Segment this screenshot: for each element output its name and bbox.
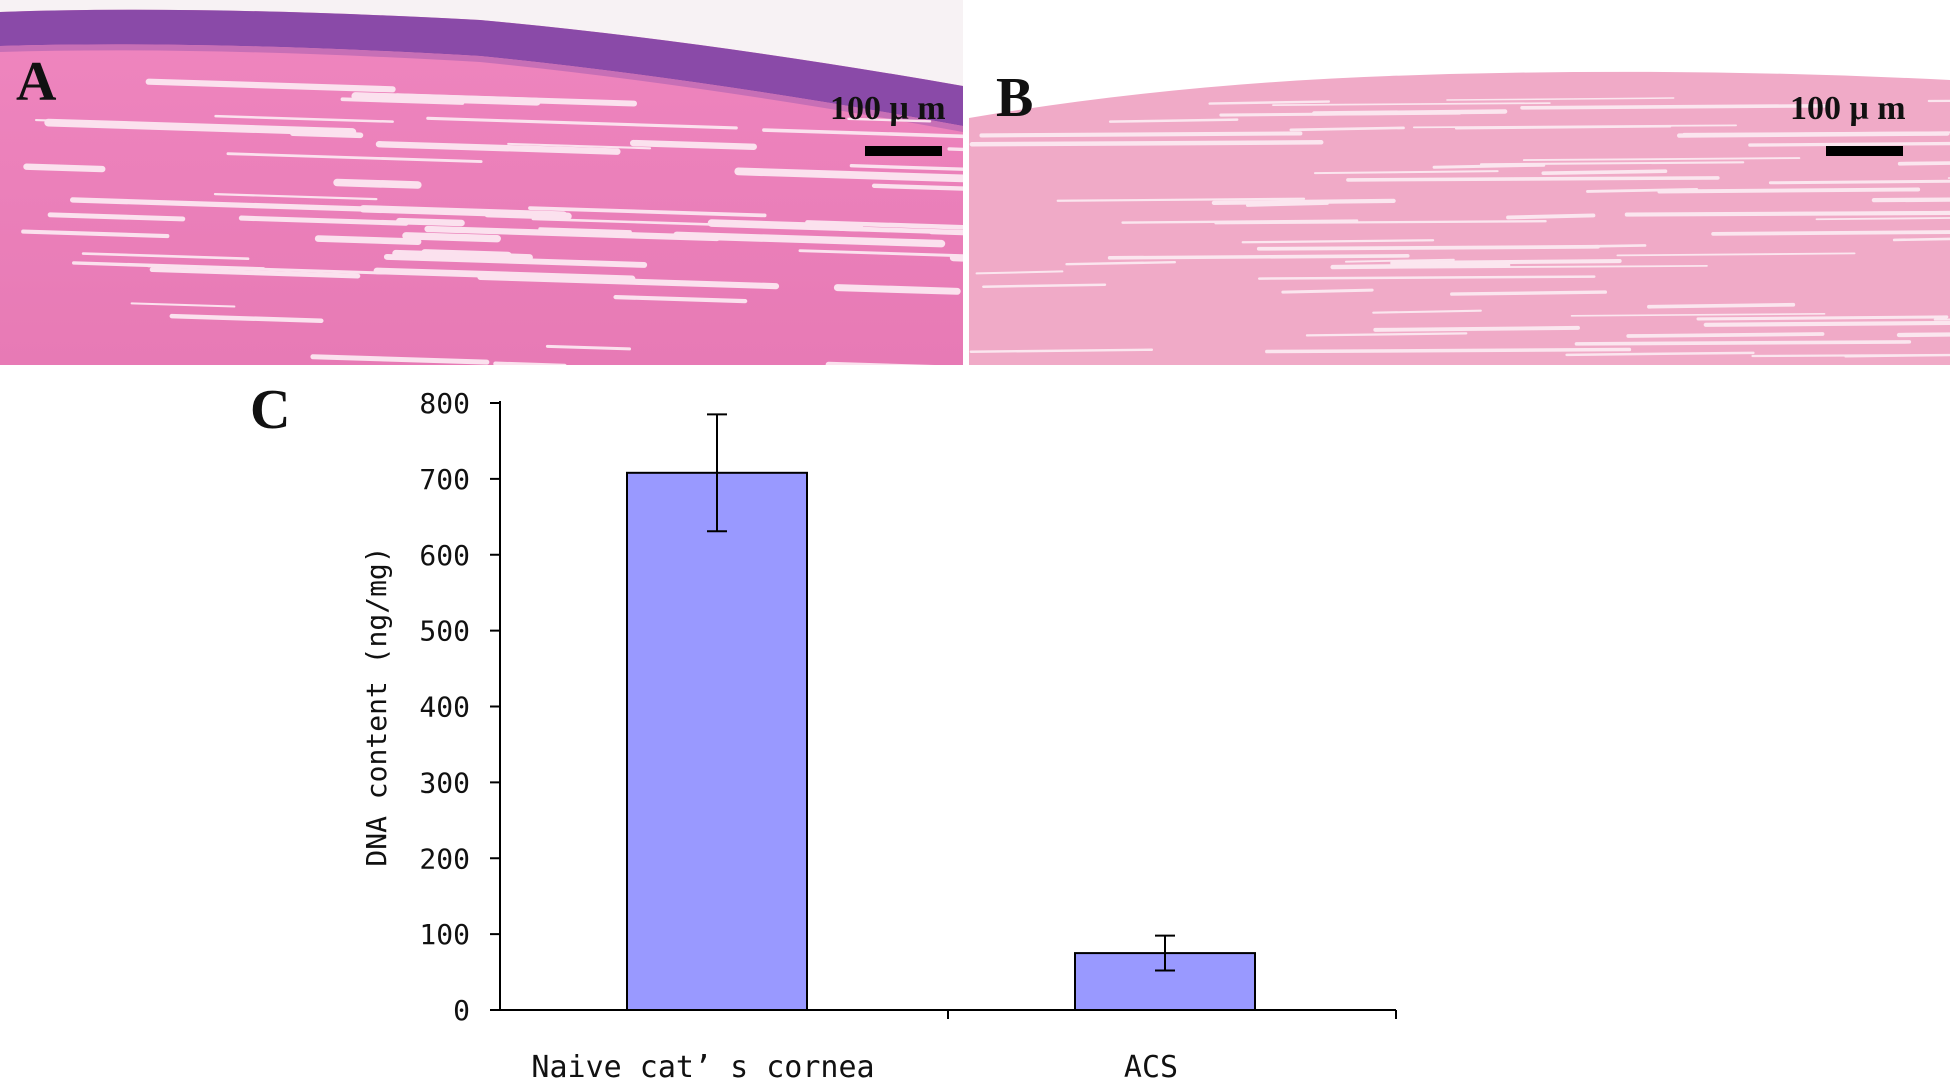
panel-b-micrograph bbox=[969, 0, 1950, 365]
y-tick-label: 700 bbox=[419, 463, 470, 496]
x-category-label: Naive cat’ s cornea bbox=[531, 1050, 874, 1084]
scale-bar-a-label: 100 μ m bbox=[830, 90, 946, 127]
scale-bar-a bbox=[865, 146, 942, 156]
panel-a-label: A bbox=[16, 51, 57, 113]
y-tick-label: 500 bbox=[419, 615, 470, 648]
x-category-label: ACS bbox=[1124, 1050, 1178, 1084]
y-tick-label: 800 bbox=[419, 387, 470, 420]
scale-bar-b-label: 100 μ m bbox=[1790, 90, 1906, 127]
y-tick-label: 200 bbox=[419, 842, 470, 875]
y-tick-label: 300 bbox=[419, 766, 470, 799]
panel-c-label: C bbox=[250, 379, 291, 441]
y-tick-label: 400 bbox=[419, 691, 470, 724]
y-axis-title: DNA content (ng/mg) bbox=[360, 546, 393, 866]
y-tick-label: 600 bbox=[419, 539, 470, 572]
panel-b-label: B bbox=[996, 67, 1034, 129]
micrograph-a-image bbox=[0, 0, 963, 365]
panel-a-micrograph bbox=[0, 0, 963, 365]
dna-content-bar-chart: DNA content (ng/mg) 0 100 200 300 400 500 600 7… bbox=[360, 387, 1397, 1084]
bar bbox=[626, 471, 808, 1012]
micrograph-b-image bbox=[969, 0, 1950, 365]
scale-bar-b bbox=[1826, 146, 1903, 156]
y-tick-label: 0 bbox=[453, 994, 470, 1027]
y-tick-label: 100 bbox=[419, 918, 470, 951]
